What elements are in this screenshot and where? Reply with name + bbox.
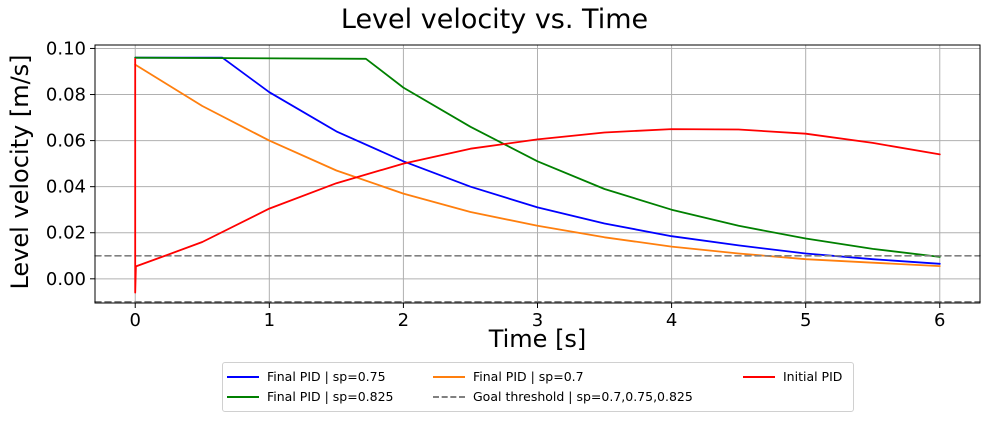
legend-label: Initial PID [783, 369, 843, 384]
legend-swatch [743, 375, 775, 378]
x-tick-label: 5 [800, 310, 811, 331]
legend-label: Final PID | sp=0.825 [267, 389, 394, 404]
grid-lines [95, 45, 980, 303]
x-tick-label: 6 [934, 310, 945, 331]
y-tick-label: 0.00 [46, 269, 86, 290]
x-tick-label: 1 [264, 310, 275, 331]
series-line-5 [134, 57, 941, 294]
legend: Final PID | sp=0.75 Final PID | sp=0.825… [222, 362, 854, 412]
y-tick-label: 0.04 [46, 177, 86, 198]
legend-item-final-pid-07: Final PID | sp=0.7 [433, 369, 584, 385]
y-tick-label: 0.02 [46, 223, 86, 244]
legend-label: Final PID | sp=0.75 [267, 369, 386, 384]
legend-label: Goal threshold | sp=0.7,0.75,0.825 [473, 389, 693, 404]
legend-item-final-pid-0825: Final PID | sp=0.825 [227, 389, 394, 405]
y-tick-label: 0.10 [46, 38, 86, 59]
series-line-2 [134, 63, 941, 268]
x-tick-label: 4 [666, 310, 677, 331]
y-axis-ticks: 0.00 0.02 0.04 0.06 0.08 0.10 [46, 38, 95, 290]
legend-swatch [227, 375, 259, 378]
legend-item-goal-threshold: Goal threshold | sp=0.7,0.75,0.825 [433, 389, 693, 405]
x-tick-label: 3 [532, 310, 543, 331]
x-tick-label: 0 [130, 310, 141, 331]
y-axis-label: Level velocity [m/s] [6, 54, 34, 290]
series-lines [94, 56, 981, 303]
legend-item-initial-pid: Initial PID [743, 369, 842, 385]
y-tick-label: 0.08 [46, 85, 86, 106]
legend-swatch [227, 395, 259, 398]
legend-swatch [433, 375, 465, 378]
series-line-1 [134, 56, 941, 258]
x-tick-label: 2 [398, 310, 409, 331]
series-line-0 [134, 56, 941, 265]
y-tick-label: 0.06 [46, 131, 86, 152]
legend-label: Final PID | sp=0.7 [473, 369, 584, 384]
legend-swatch [433, 395, 465, 398]
x-axis-label: Time [s] [488, 325, 587, 353]
x-axis-ticks: 0 1 2 3 4 5 6 [130, 303, 945, 331]
legend-item-final-pid-075: Final PID | sp=0.75 [227, 369, 386, 385]
chart-title: Level velocity vs. Time [340, 4, 649, 35]
